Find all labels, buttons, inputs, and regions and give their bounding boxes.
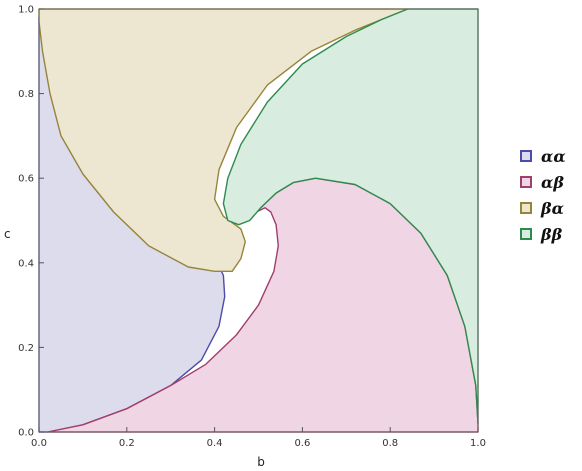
legend-item-ba: βα	[520, 195, 566, 221]
x-tick-label: 0.8	[382, 438, 398, 449]
region-ba	[38, 8, 409, 272]
y-tick-label: 0.8	[18, 89, 34, 100]
region-areas	[38, 8, 479, 433]
y-tick-label: 0.4	[18, 258, 34, 269]
x-axis: 0.0 0.2 0.4 0.6 0.8 1.0	[31, 427, 486, 449]
y-tick-label: 1.0	[18, 5, 34, 16]
plot-frame	[38, 8, 479, 433]
legend-item-ab: αβ	[520, 169, 566, 195]
legend-swatch-ab	[520, 176, 532, 188]
y-axis-label: c	[4, 227, 11, 241]
x-tick-label: 0.6	[294, 438, 310, 449]
legend-swatch-ba	[520, 202, 532, 214]
legend: αα αβ βα ββ	[520, 143, 566, 247]
legend-swatch-bb	[520, 228, 532, 240]
y-tick-label: 0.2	[18, 343, 34, 354]
legend-label-ab: αβ	[541, 172, 564, 192]
legend-item-bb: ββ	[520, 221, 566, 247]
legend-label-ba: βα	[541, 198, 564, 218]
x-tick-label: 1.0	[470, 438, 486, 449]
y-tick-label: 0.0	[18, 428, 34, 439]
y-tick-label: 0.6	[18, 174, 34, 185]
legend-item-aa: αα	[520, 143, 566, 169]
x-axis-label: b	[257, 455, 265, 469]
x-tick-label: 0.0	[31, 438, 47, 449]
x-tick-label: 0.2	[119, 438, 135, 449]
region-bb	[222, 8, 479, 425]
x-tick-label: 0.4	[207, 438, 223, 449]
legend-label-aa: αα	[541, 146, 566, 166]
legend-label-bb: ββ	[541, 224, 563, 244]
legend-swatch-aa	[520, 150, 532, 162]
y-axis: 0.0 0.2 0.4 0.6 0.8 1.0	[18, 5, 44, 439]
